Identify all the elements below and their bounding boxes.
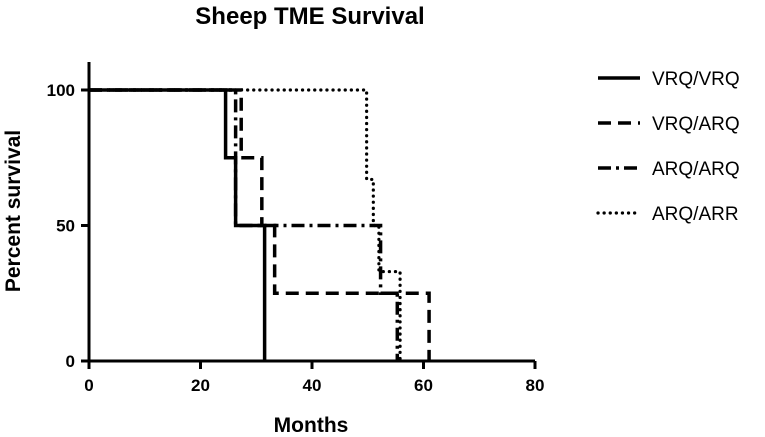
- x-tick-label: 80: [526, 376, 545, 395]
- series-lines: [87, 88, 431, 363]
- legend-label: ARQ/ARQ: [652, 159, 740, 180]
- legend: VRQ/VRQ VRQ/ARQ ARQ/ARQ ARQ/ARR: [596, 69, 740, 225]
- series-line-arq-arr: [87, 88, 402, 363]
- y-axis-title: Percent survival: [2, 130, 25, 292]
- axes: [87, 62, 535, 363]
- chart-title: Sheep TME Survival: [195, 3, 424, 30]
- series-line-vrq-arq: [89, 88, 431, 361]
- x-tick-label: 60: [414, 376, 433, 395]
- series-line-vrq-vrq: [89, 88, 267, 361]
- y-tick-label: 0: [66, 352, 75, 371]
- x-tick-label: 20: [191, 376, 210, 395]
- tick-labels: 0 20 40 60 80 0 50 100: [47, 81, 545, 395]
- ticks: [81, 88, 537, 369]
- x-axis-title: Months: [274, 414, 349, 437]
- y-tick-label: 100: [47, 81, 75, 100]
- y-tick-label: 50: [56, 217, 75, 236]
- legend-label: ARQ/ARR: [652, 204, 739, 225]
- legend-label: VRQ/VRQ: [652, 69, 740, 90]
- legend-label: VRQ/ARQ: [652, 114, 740, 135]
- x-tick-label: 40: [303, 376, 322, 395]
- series-line-arq-arq: [89, 88, 400, 361]
- x-tick-label: 0: [84, 376, 93, 395]
